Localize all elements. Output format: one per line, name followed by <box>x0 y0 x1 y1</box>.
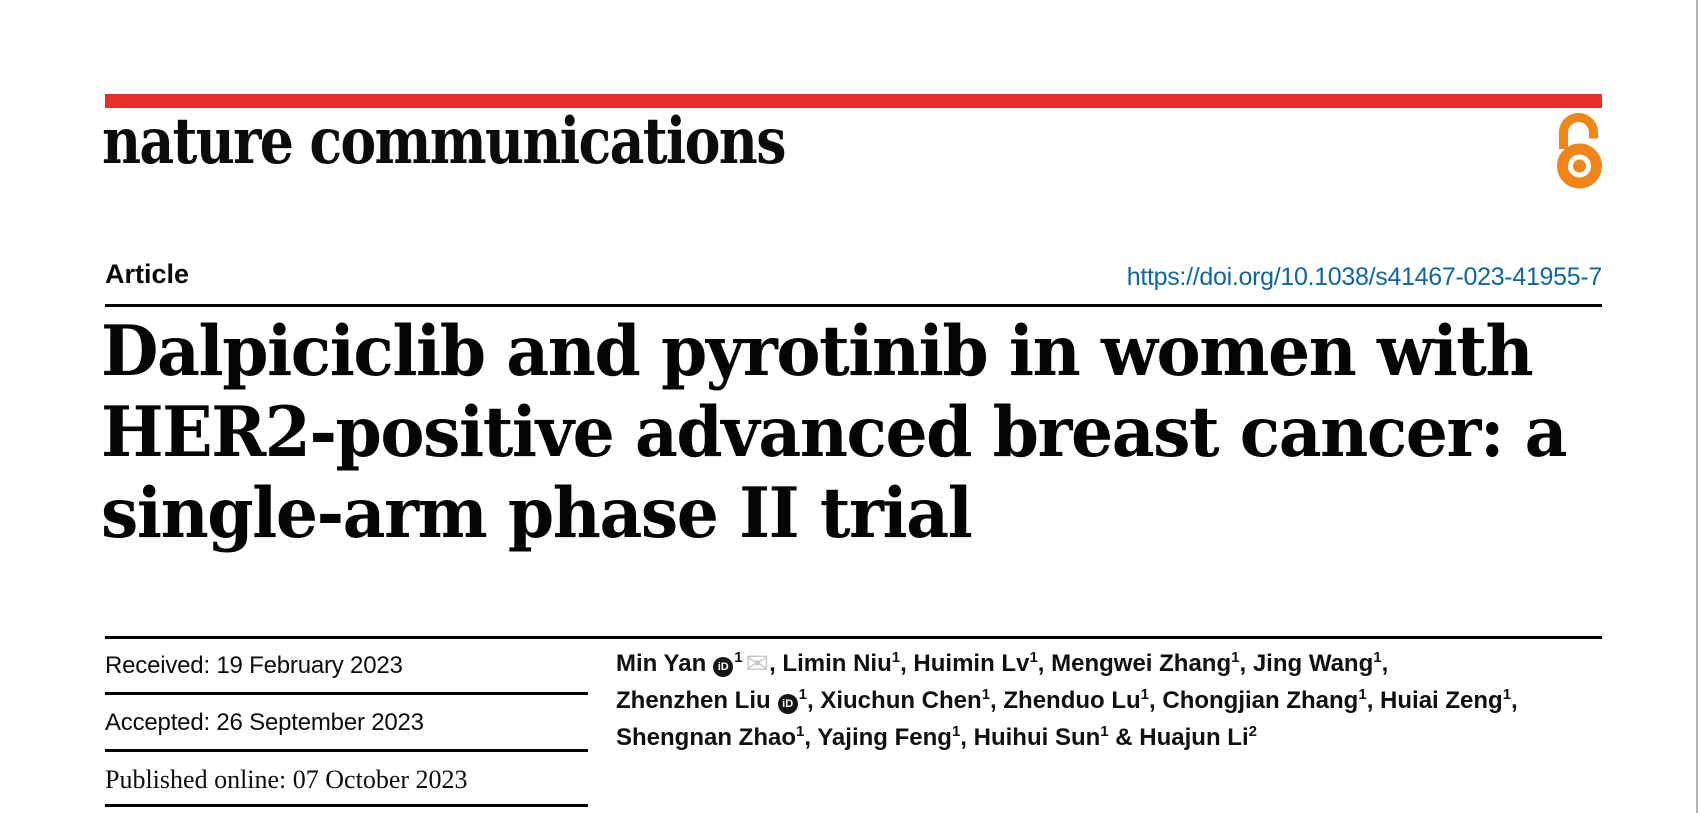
author-affiliation-sup: 1 <box>1029 649 1038 666</box>
published-date: Published online: 07 October 2023 <box>105 765 468 794</box>
date-divider-3 <box>105 804 588 807</box>
title-line-1: Dalpiciclib and pyrotinib in women with <box>101 311 1534 392</box>
author-separator: , <box>1149 687 1163 714</box>
author-affiliation-sup: 1 <box>891 649 901 666</box>
author-separator: , <box>804 724 818 751</box>
author-affiliation-sup: 1 <box>734 649 743 666</box>
author-separator: , <box>960 724 974 751</box>
author-affiliation-sup: 1 <box>1358 686 1367 703</box>
author-separator: , <box>990 687 1004 714</box>
article-title: Dalpiciclib and pyrotinib in women with … <box>101 311 1568 554</box>
author-affiliation-sup: 1 <box>1100 723 1109 740</box>
author-affiliation-sup: 1 <box>796 723 805 740</box>
author-separator: & <box>1108 724 1140 751</box>
article-type-label: Article <box>105 259 190 289</box>
author-separator: , <box>807 687 821 714</box>
author-name: Huiai Zeng <box>1380 687 1503 714</box>
author-separator: , <box>1037 650 1052 677</box>
midpage-rule <box>105 636 1602 639</box>
author-separator: , <box>1381 650 1389 677</box>
journal-logo: nature communications <box>102 104 786 179</box>
email-icon[interactable]: ✉ <box>745 647 770 680</box>
author-affiliation-sup: 1 <box>951 723 961 740</box>
author-name: Chongjian Zhang <box>1162 687 1359 714</box>
author-affiliation-sup: 1 <box>1140 686 1150 703</box>
header-rule <box>105 304 1602 307</box>
author-name: Huihui Sun <box>973 724 1101 751</box>
orcid-icon[interactable]: iD <box>777 694 798 714</box>
author-line: Min Yan iD1 ✉, Limin Niu1, Huimin Lv1, Men… <box>616 645 1626 682</box>
author-list: Min Yan iD1 ✉, Limin Niu1, Huimin Lv1, Men… <box>616 645 1626 756</box>
brand-red-bar <box>105 94 1602 108</box>
author-name: Huajun Li <box>1139 724 1249 751</box>
received-date: Received: 19 February 2023 <box>105 652 403 679</box>
author-affiliation-sup: 1 <box>1231 649 1240 666</box>
author-separator: , <box>900 650 914 677</box>
author-name: Zhenduo Lu <box>1003 687 1141 714</box>
open-access-icon <box>1557 113 1602 189</box>
title-line-3: single-arm phase II trial <box>101 473 973 554</box>
accepted-date: Accepted: 26 September 2023 <box>105 709 424 736</box>
page-edge-divider <box>1696 0 1698 813</box>
author-name: Jing Wang <box>1252 650 1374 677</box>
author-affiliation-sup: 2 <box>1248 723 1257 740</box>
author-separator: , <box>769 650 783 677</box>
author-name: Xiuchun Chen <box>820 687 982 714</box>
doi-link[interactable]: https://doi.org/10.1038/s41467-023-41955… <box>1126 263 1603 291</box>
author-name: Yajing Feng <box>817 724 952 751</box>
author-name: Zhenzhen Liu <box>616 687 771 714</box>
author-name: Huimin Lv <box>913 650 1030 677</box>
author-name: Min Yan <box>616 650 707 677</box>
title-line-2: HER2-positive advanced breast cancer: a <box>101 392 1568 473</box>
author-name: Mengwei Zhang <box>1051 650 1232 677</box>
author-name: Shengnan Zhao <box>616 724 796 751</box>
author-affiliation-sup: 1 <box>981 686 991 703</box>
author-separator: , <box>1511 687 1518 714</box>
date-divider-2 <box>105 749 588 752</box>
author-line: Shengnan Zhao1, Yajing Feng1, Huihui Sun… <box>616 719 1626 756</box>
author-separator: , <box>1239 650 1253 677</box>
author-affiliation-sup: 1 <box>1502 686 1512 703</box>
orcid-icon[interactable]: iD <box>713 657 734 677</box>
author-separator: , <box>1366 687 1381 714</box>
date-divider-1 <box>105 692 588 695</box>
author-affiliation-sup: 1 <box>1373 649 1382 666</box>
author-name: Limin Niu <box>782 650 892 677</box>
author-line: Zhenzhen Liu iD1, Xiuchun Chen1, Zhenduo … <box>616 682 1626 719</box>
author-affiliation-sup: 1 <box>798 686 807 703</box>
